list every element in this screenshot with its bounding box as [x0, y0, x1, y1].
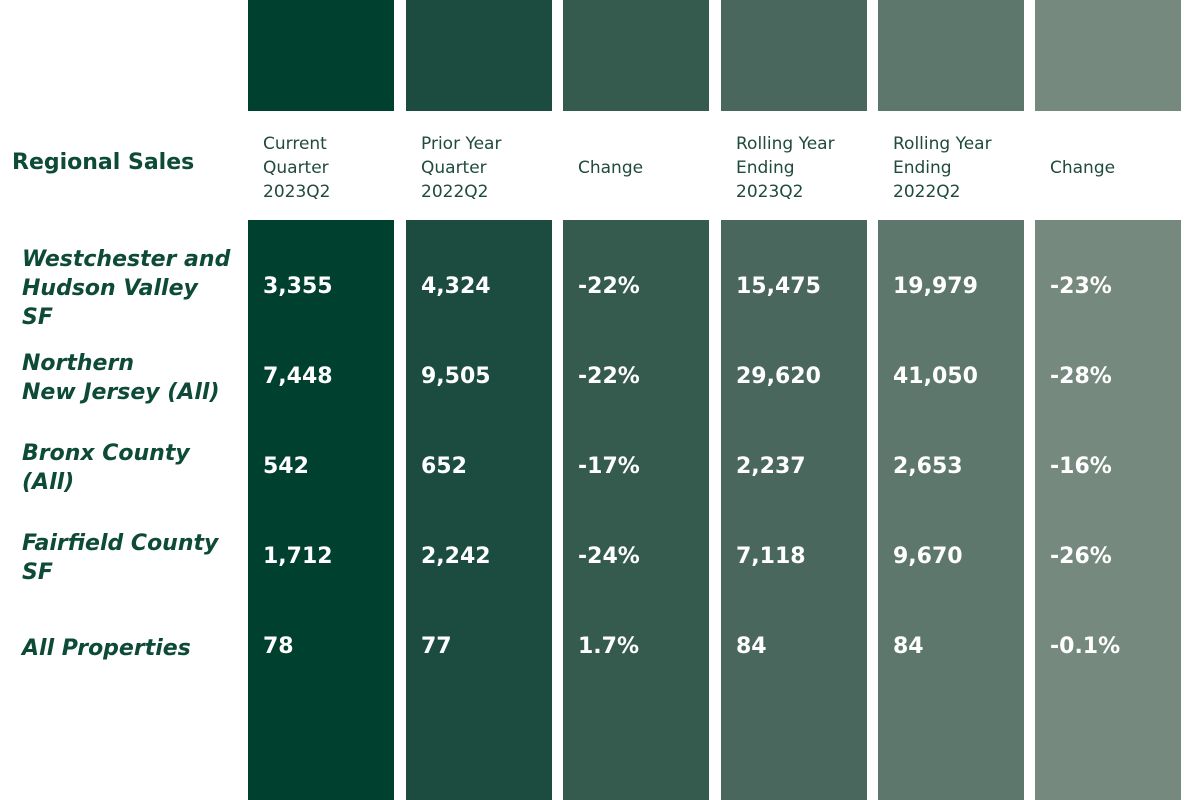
row-label-4: Fairfield County SF	[22, 531, 219, 585]
table-cell: -22%	[578, 364, 640, 389]
table-cell: -24%	[578, 544, 640, 569]
table-cell: 19,979	[893, 274, 978, 299]
column-header-swatch-3	[563, 0, 709, 111]
table-cell: 77	[421, 634, 452, 659]
column-header-swatch-5	[878, 0, 1024, 111]
table-cell: 2,237	[736, 454, 806, 479]
table-cell: -16%	[1050, 454, 1112, 479]
table-cell: -28%	[1050, 364, 1112, 389]
table-cell: -0.1%	[1050, 634, 1121, 659]
table-cell: 4,324	[421, 274, 491, 299]
table-cell: -26%	[1050, 544, 1112, 569]
table-title: Regional Sales	[12, 150, 195, 175]
table-cell: 9,670	[893, 544, 963, 569]
row-label-5: All Properties	[22, 635, 191, 661]
table-cell: 15,475	[736, 274, 821, 299]
column-header-2: Prior Year Quarter 2022Q2	[421, 133, 502, 202]
column-band-6	[1035, 220, 1181, 800]
column-band-5	[878, 220, 1024, 800]
table-cell: 9,505	[421, 364, 491, 389]
column-header-5: Rolling Year Ending 2022Q2	[893, 133, 992, 202]
table-cell: 7,118	[736, 544, 806, 569]
column-header-6: Change	[1050, 157, 1116, 178]
table-cell: 2,653	[893, 454, 963, 479]
table-cell: 7,448	[263, 364, 333, 389]
table-cell: 78	[263, 634, 294, 659]
table-cell: 84	[893, 634, 924, 659]
row-label-2: Northern New Jersey (All)	[22, 351, 220, 405]
table-cell: 41,050	[893, 364, 978, 389]
column-band-2	[406, 220, 552, 800]
table-cell: 1,712	[263, 544, 333, 569]
column-header-4: Rolling Year Ending 2023Q2	[736, 133, 835, 202]
column-header-3: Change	[578, 157, 644, 178]
row-label-3: Bronx County (All)	[22, 441, 190, 495]
table-cell: 652	[421, 454, 467, 479]
table-cell: 3,355	[263, 274, 333, 299]
column-header-swatch-1	[248, 0, 394, 111]
column-header-swatch-2	[406, 0, 552, 111]
column-band-1	[248, 220, 394, 800]
column-header-swatch-6	[1035, 0, 1181, 111]
table-cell: -23%	[1050, 274, 1112, 299]
table-cell: 29,620	[736, 364, 821, 389]
column-header-swatch-4	[721, 0, 867, 111]
row-label-1: Westchester and Hudson Valley SF	[22, 246, 231, 330]
column-band-4	[721, 220, 867, 800]
table-cell: 542	[263, 454, 309, 479]
table-cell: 2,242	[421, 544, 491, 569]
table-cell: -17%	[578, 454, 640, 479]
table-cell: -22%	[578, 274, 640, 299]
table-cell: 1.7%	[578, 634, 640, 659]
column-header-1: Current Quarter 2023Q2	[263, 133, 331, 202]
column-band-3	[563, 220, 709, 800]
table-cell: 84	[736, 634, 767, 659]
